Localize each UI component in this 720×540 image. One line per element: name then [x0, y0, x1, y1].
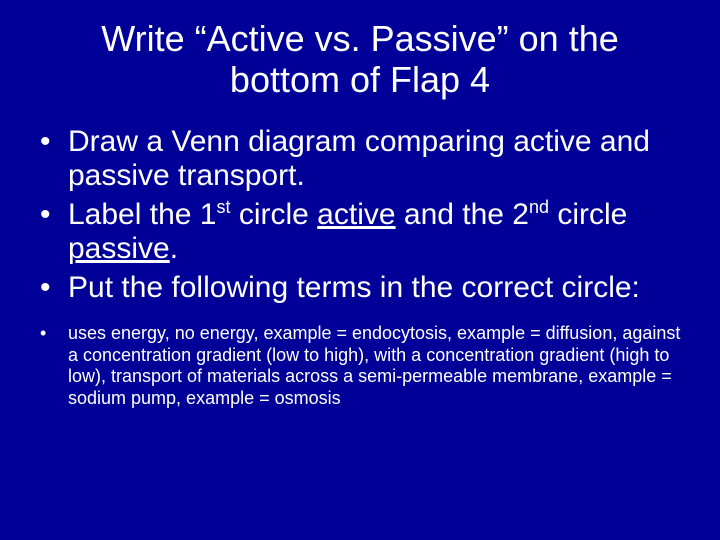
bullet-text-part: and the 2 [396, 198, 529, 231]
superscript: nd [529, 197, 549, 217]
bullet-text: Draw a Venn diagram comparing active and… [68, 125, 650, 193]
underlined-text: passive [68, 232, 170, 265]
slide-title: Write “Active vs. Passive” on the bottom… [38, 18, 682, 101]
bullet-item: Put the following terms in the correct c… [38, 271, 682, 306]
bullet-text: Put the following terms in the correct c… [68, 271, 640, 304]
bullet-text-part: circle [549, 198, 627, 231]
bullet-item: Label the 1st circle active and the 2nd … [38, 198, 682, 267]
slide-container: Write “Active vs. Passive” on the bottom… [0, 0, 720, 430]
bullet-text-part: circle [230, 198, 317, 231]
bullet-item-small: uses energy, no energy, example = endocy… [38, 323, 682, 409]
bullet-text-part: . [170, 232, 178, 265]
bullet-list: Draw a Venn diagram comparing active and… [38, 125, 682, 410]
bullet-text-part: Label the 1 [68, 198, 216, 231]
bullet-text: uses energy, no energy, example = endocy… [68, 323, 680, 408]
superscript: st [216, 197, 230, 217]
bullet-item: Draw a Venn diagram comparing active and… [38, 125, 682, 194]
underlined-text: active [317, 198, 395, 231]
